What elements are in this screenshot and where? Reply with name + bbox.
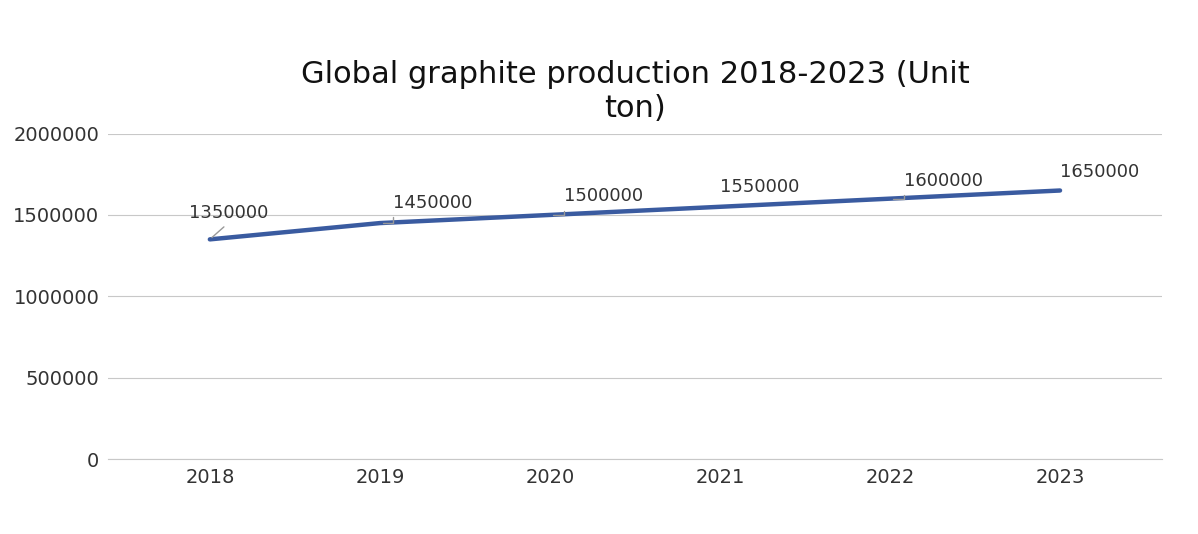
Text: 1600000: 1600000 [893, 172, 982, 199]
Text: 1650000: 1650000 [1060, 163, 1139, 180]
Text: 1350000: 1350000 [189, 205, 268, 238]
Text: 1450000: 1450000 [382, 194, 473, 223]
Text: 1550000: 1550000 [720, 178, 799, 196]
Title: Global graphite production 2018-2023 (Unit
ton): Global graphite production 2018-2023 (Un… [301, 60, 969, 123]
Text: 1500000: 1500000 [552, 187, 642, 215]
